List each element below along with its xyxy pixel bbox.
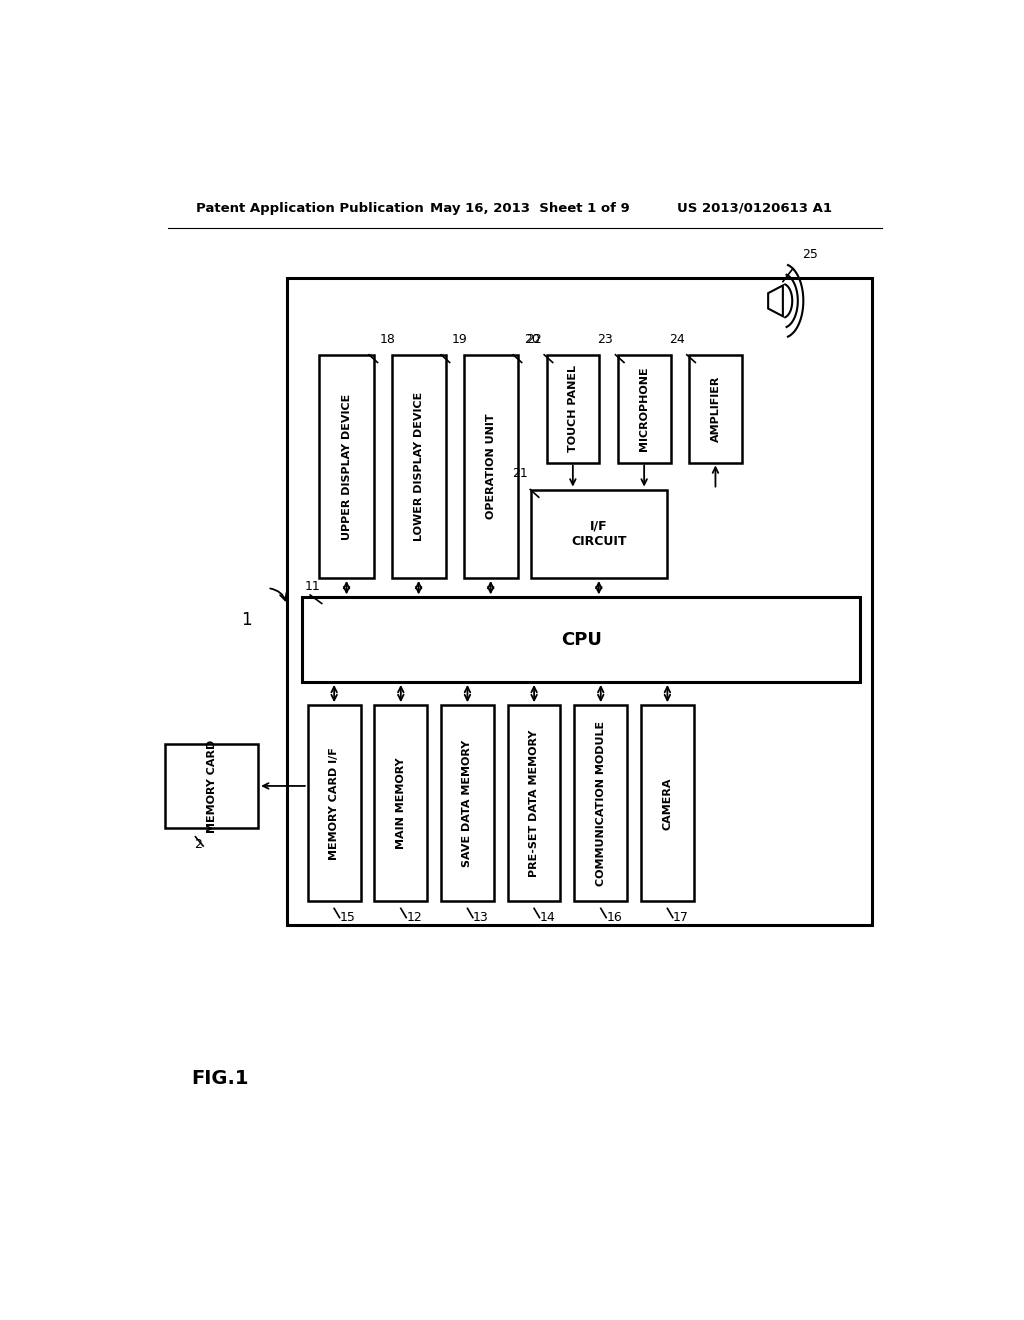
Text: OPERATION UNIT: OPERATION UNIT [485, 413, 496, 519]
Text: MICROPHONE: MICROPHONE [639, 367, 649, 451]
Text: Patent Application Publication: Patent Application Publication [197, 202, 424, 215]
Bar [391, 355, 445, 578]
Text: 17: 17 [673, 911, 689, 924]
Bar [165, 743, 258, 829]
Text: 25: 25 [802, 248, 818, 261]
Text: May 16, 2013  Sheet 1 of 9: May 16, 2013 Sheet 1 of 9 [430, 202, 630, 215]
Bar [641, 705, 693, 902]
Text: MAIN MEMORY: MAIN MEMORY [396, 758, 406, 849]
Text: LOWER DISPLAY DEVICE: LOWER DISPLAY DEVICE [414, 392, 424, 541]
Bar [547, 355, 599, 462]
Bar [689, 355, 741, 462]
Bar [302, 597, 860, 682]
Text: 15: 15 [340, 911, 355, 924]
Bar [574, 705, 627, 902]
Text: I/F
CIRCUIT: I/F CIRCUIT [571, 520, 627, 548]
Text: CPU: CPU [561, 631, 602, 648]
Text: TOUCH PANEL: TOUCH PANEL [568, 366, 578, 453]
Bar [308, 705, 360, 902]
Text: CAMERA: CAMERA [663, 777, 673, 829]
Text: 11: 11 [305, 579, 321, 593]
Text: 14: 14 [540, 911, 555, 924]
Bar [531, 490, 667, 578]
Text: PRE-SET DATA MEMORY: PRE-SET DATA MEMORY [529, 730, 539, 876]
Text: 19: 19 [452, 333, 468, 346]
Text: MEMORY CARD: MEMORY CARD [207, 739, 217, 833]
Text: FIG.1: FIG.1 [191, 1069, 249, 1088]
Bar [441, 705, 494, 902]
Bar [508, 705, 560, 902]
Text: 2: 2 [195, 838, 203, 851]
Text: COMMUNICATION MODULE: COMMUNICATION MODULE [596, 721, 606, 886]
Text: UPPER DISPLAY DEVICE: UPPER DISPLAY DEVICE [342, 393, 351, 540]
Text: 22: 22 [526, 333, 542, 346]
Bar [375, 705, 427, 902]
Text: SAVE DATA MEMORY: SAVE DATA MEMORY [463, 739, 472, 867]
Bar [617, 355, 671, 462]
Text: US 2013/0120613 A1: US 2013/0120613 A1 [677, 202, 831, 215]
Text: 18: 18 [380, 333, 395, 346]
Text: 1: 1 [242, 611, 252, 630]
Text: 21: 21 [512, 467, 528, 480]
Bar [464, 355, 518, 578]
Text: 16: 16 [606, 911, 622, 924]
Bar [319, 355, 374, 578]
Text: 12: 12 [407, 911, 422, 924]
Text: AMPLIFIER: AMPLIFIER [711, 375, 721, 442]
Polygon shape [768, 285, 783, 317]
Bar [287, 277, 872, 924]
Text: 23: 23 [597, 333, 613, 346]
Text: 20: 20 [524, 333, 540, 346]
Text: 13: 13 [473, 911, 488, 924]
Text: 24: 24 [669, 333, 684, 346]
Text: MEMORY CARD I/F: MEMORY CARD I/F [329, 747, 339, 859]
